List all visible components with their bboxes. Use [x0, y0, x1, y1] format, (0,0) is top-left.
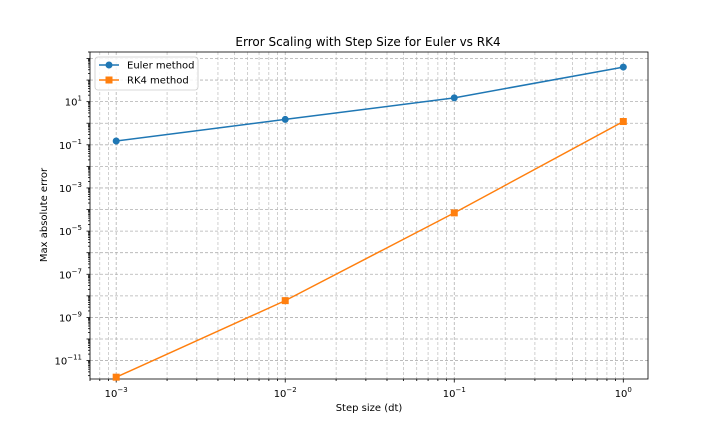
legend: Euler method RK4 method [94, 56, 199, 91]
data-point-marker [112, 137, 120, 145]
x-tick-label: 10−3 [105, 386, 128, 400]
axis-ticks: 10−3 10−2 10−1 100 10−11 10−9 10−7 10−5 10−3 10−1… [54, 51, 632, 400]
y-tick-label: 10−9 [59, 310, 82, 324]
plot-frame [89, 51, 649, 380]
y-tick-label: 10−5 [59, 224, 82, 238]
series-line [116, 66, 624, 142]
legend-item: RK4 method [99, 76, 189, 87]
legend-box [94, 56, 199, 91]
legend-label: RK4 method [127, 76, 189, 87]
series-rk4 [112, 118, 627, 381]
x-tick-label: 100 [615, 386, 632, 400]
series-euler [112, 63, 627, 145]
y-tick-label: 10−11 [54, 354, 82, 368]
series-line [115, 120, 624, 378]
data-point-marker [619, 63, 627, 71]
data-point-marker [450, 94, 458, 102]
data-point-marker [281, 297, 289, 305]
x-axis-label: Step size (dt) [336, 403, 403, 414]
legend-marker [105, 76, 113, 84]
y-tick-label: 10−1 [59, 138, 82, 152]
y-axis-label: Max absolute error [39, 167, 50, 262]
x-tick-label: 10−2 [274, 386, 297, 400]
data-point-marker [619, 118, 627, 126]
data-point-marker [450, 209, 458, 217]
legend-marker [105, 61, 113, 69]
y-tick-label: 101 [65, 95, 82, 109]
chart-title: Error Scaling with Step Size for Euler v… [235, 35, 500, 49]
x-tick-label: 10−1 [443, 386, 466, 400]
series-layer [112, 63, 627, 381]
y-tick-label: 10−7 [59, 267, 82, 281]
legend-label: Euler method [127, 61, 195, 72]
data-point-marker [281, 115, 289, 123]
y-tick-label: 10−3 [59, 181, 82, 195]
data-point-marker [112, 373, 120, 381]
legend-item: Euler method [99, 61, 195, 72]
